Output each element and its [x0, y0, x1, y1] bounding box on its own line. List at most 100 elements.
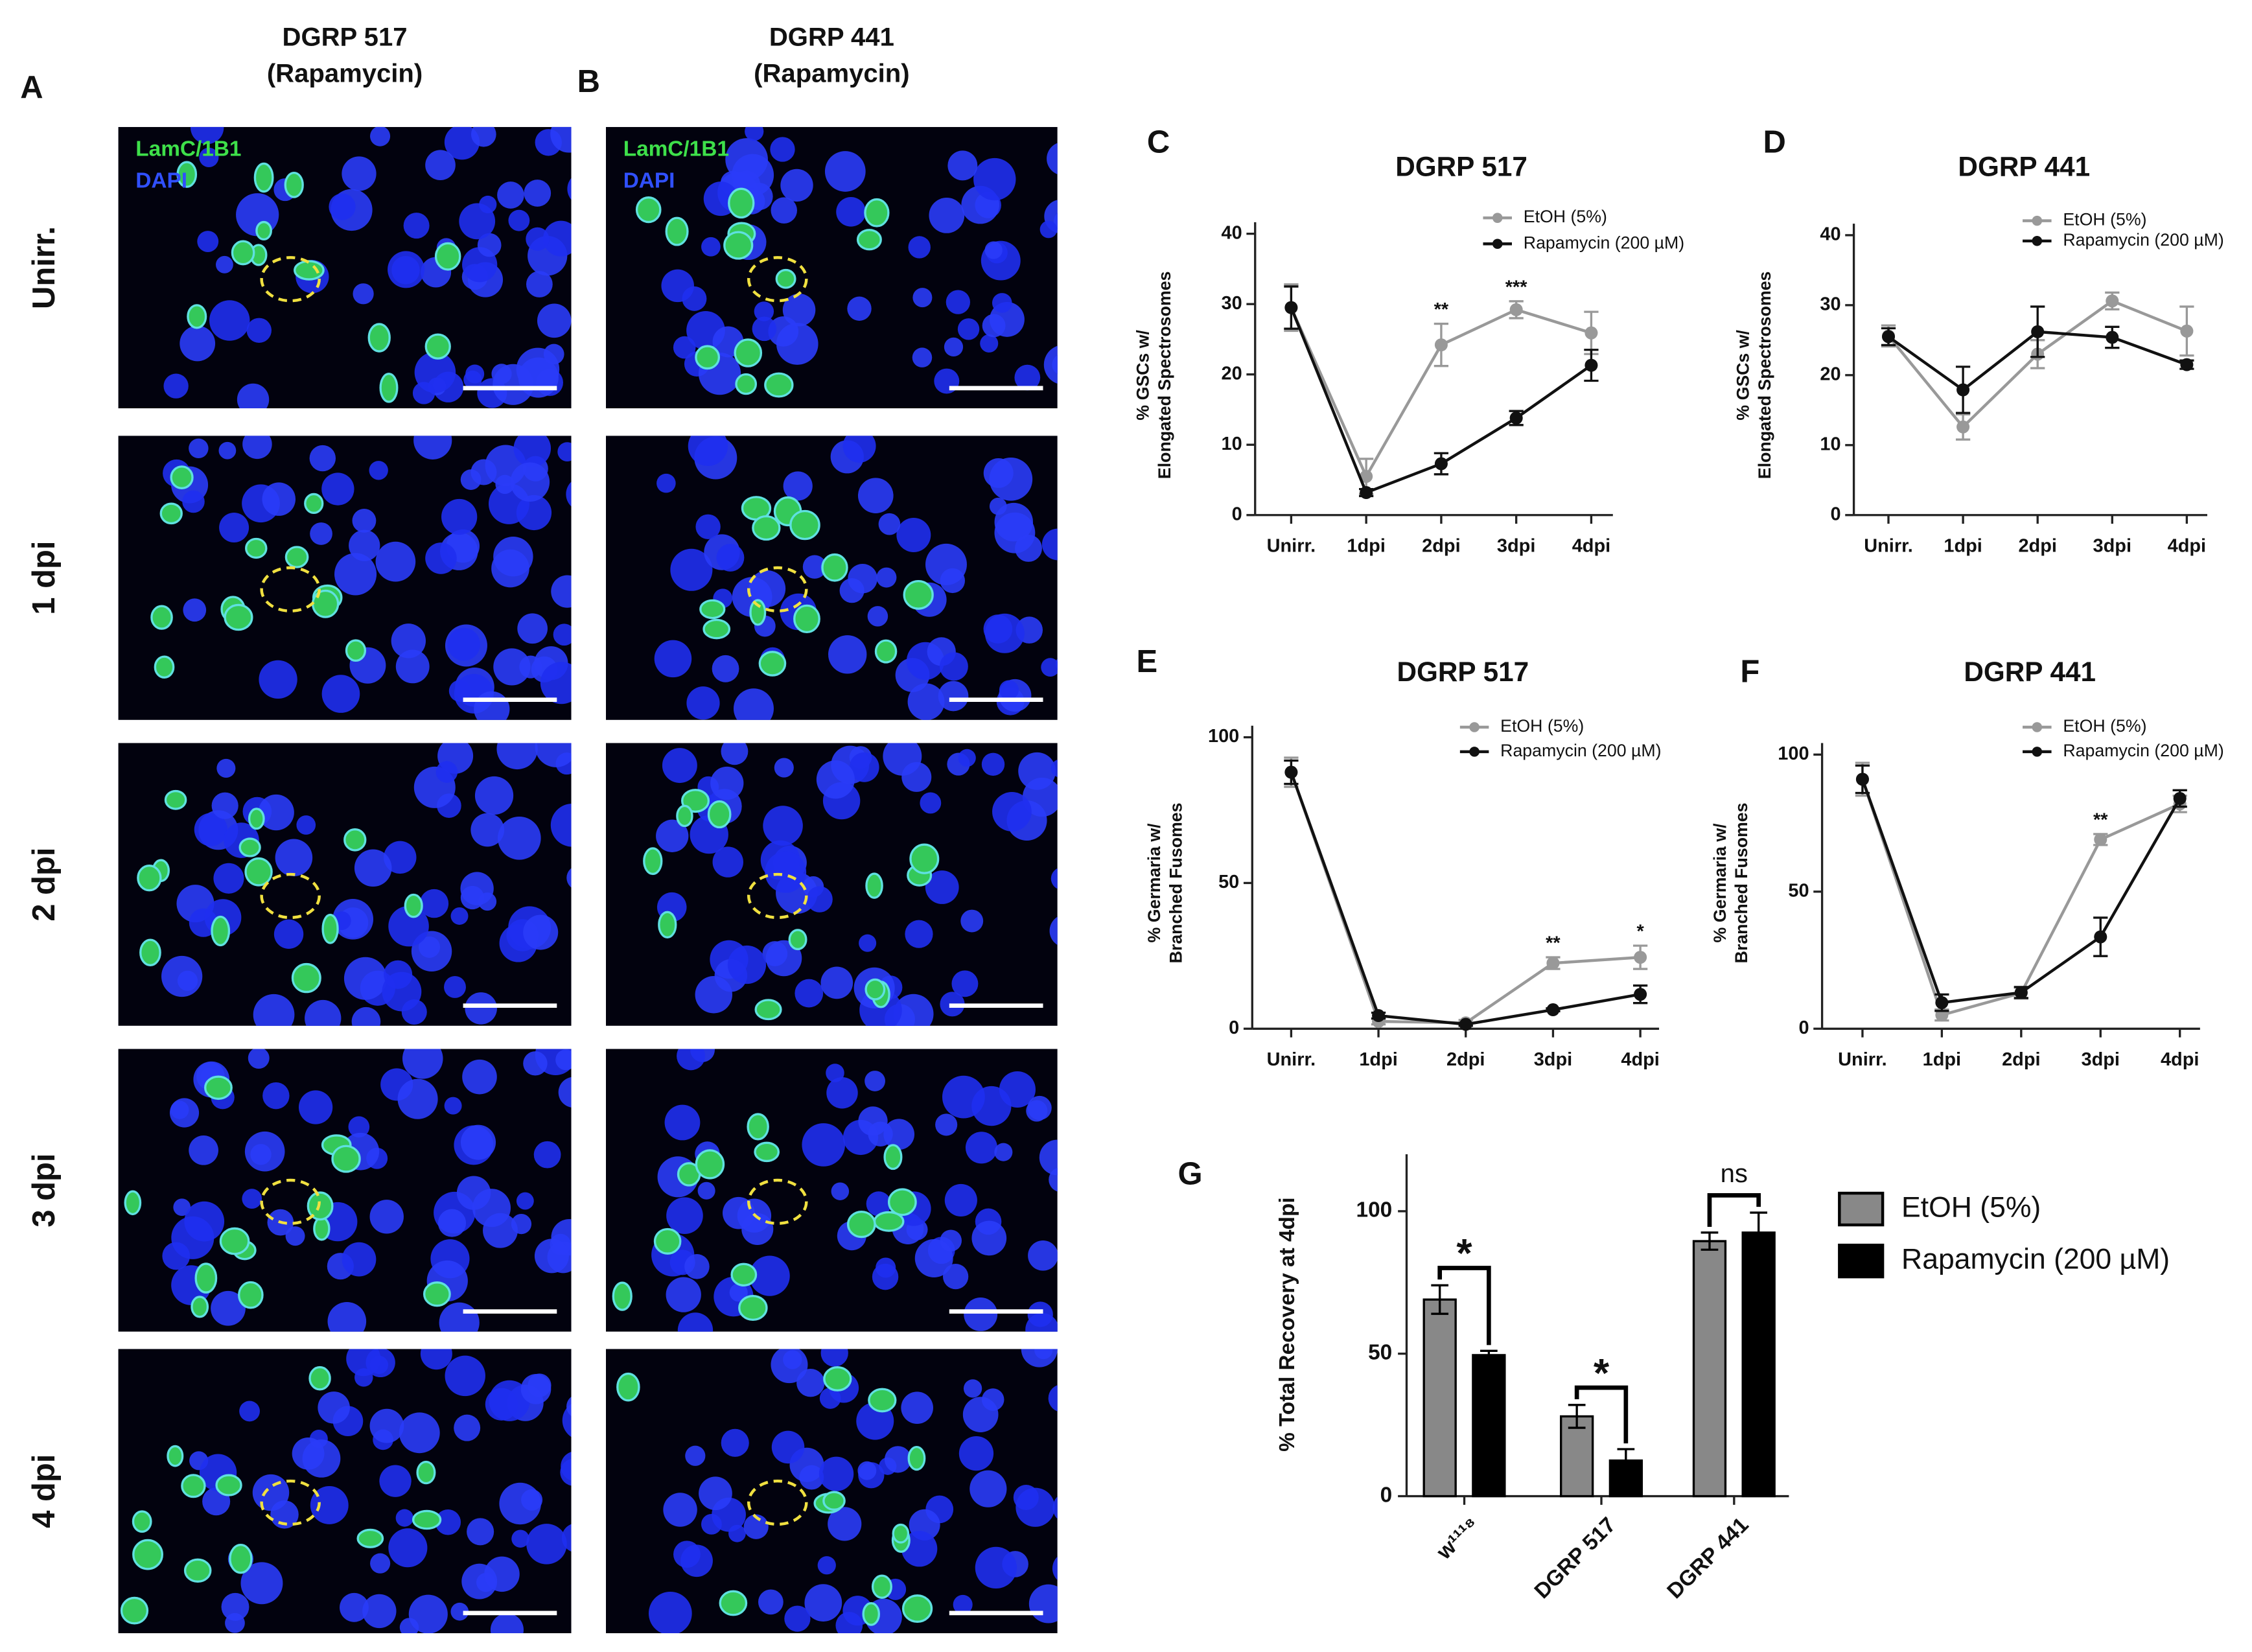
nucleus: [925, 870, 959, 904]
y-tick-label: 50: [1368, 1341, 1392, 1365]
nucleus: [558, 1077, 572, 1108]
nucleus: [533, 1141, 561, 1169]
nucleus: [213, 863, 244, 894]
nucleus: [866, 1191, 891, 1216]
nucleus: [784, 1605, 811, 1632]
stained-cell: [728, 187, 755, 219]
stained-cell: [183, 1558, 212, 1583]
nucleus: [491, 549, 529, 588]
nucleus: [820, 966, 853, 999]
stained-cell: [159, 502, 183, 525]
stained-cell: [176, 161, 198, 188]
nucleus: [519, 655, 542, 679]
y-tick-label: 50: [1788, 880, 1809, 901]
row-label: 2 dpi: [27, 848, 62, 922]
micrograph: [605, 743, 1058, 1026]
nucleus: [489, 1380, 530, 1421]
x-tick-label: 3dpi: [2093, 535, 2131, 556]
panel-letter: F: [1740, 655, 1759, 690]
nucleus: [754, 301, 774, 321]
nucleus: [981, 752, 1005, 776]
nucleus: [1021, 1349, 1058, 1367]
data-point: [2180, 358, 2194, 371]
nucleus: [523, 914, 559, 950]
nucleus: [771, 197, 797, 224]
nucleus: [975, 1546, 1017, 1589]
series-line: [1861, 778, 2181, 1005]
nucleus: [403, 213, 430, 239]
gsc-outline: [260, 872, 321, 920]
nucleus: [523, 1051, 548, 1076]
nucleus: [526, 227, 550, 251]
nucleus: [1051, 868, 1058, 889]
nucleus: [310, 1486, 349, 1524]
stained-cell: [747, 1113, 769, 1141]
stained-cell: [723, 231, 754, 260]
nucleus: [965, 1132, 998, 1164]
nucleus: [958, 749, 976, 767]
nucleus: [878, 513, 901, 535]
stained-cell: [907, 1445, 926, 1471]
nucleus: [957, 318, 980, 340]
nucleus: [727, 945, 767, 984]
data-point: [1509, 411, 1523, 425]
data-point: [2106, 294, 2119, 308]
nucleus: [770, 137, 795, 162]
nucleus: [354, 849, 392, 887]
nucleus: [242, 436, 272, 460]
nucleus: [496, 743, 538, 770]
stain-label: DAPI: [135, 169, 187, 192]
row-label: Unirr.: [27, 226, 62, 309]
x-tick-label: 3dpi: [2082, 1049, 2120, 1070]
nucleus: [666, 1197, 703, 1234]
data-point: [2014, 986, 2028, 999]
data-point: [1881, 330, 1896, 343]
stained-cell: [238, 1281, 264, 1309]
nucleus: [984, 241, 1003, 259]
nucleus: [946, 290, 970, 314]
stained-cell: [865, 872, 883, 899]
nucleus: [780, 169, 813, 202]
stained-cell: [873, 1211, 905, 1232]
nucleus: [242, 1189, 262, 1209]
stained-cell: [434, 242, 461, 271]
nucleus: [1049, 916, 1058, 946]
significance: **: [1434, 299, 1449, 320]
nucleus: [275, 839, 313, 877]
stained-cell: [749, 599, 767, 626]
data-point: [1284, 301, 1298, 314]
stained-cell: [883, 1144, 903, 1170]
data-point: [1935, 996, 1949, 1010]
nucleus: [456, 1176, 491, 1210]
x-tick-label: 2dpi: [1446, 1049, 1485, 1070]
nucleus: [183, 598, 207, 622]
stained-cell: [424, 333, 451, 360]
nucleus: [395, 649, 430, 684]
y-tick-label: 10: [1222, 434, 1242, 454]
nucleus: [1018, 752, 1056, 790]
nucleus: [818, 1456, 854, 1491]
stained-cell: [735, 373, 758, 395]
nucleus: [1043, 345, 1058, 384]
chart-title: DGRP 517: [1395, 152, 1527, 182]
nucleus: [929, 198, 965, 233]
nucleus: [305, 999, 342, 1026]
nucleus: [716, 544, 745, 572]
nucleus: [908, 236, 931, 259]
nucleus: [270, 1500, 299, 1529]
legend-label: Rapamycin (200 µM): [1524, 233, 1684, 252]
nucleus: [839, 578, 865, 603]
nucleus: [543, 220, 572, 257]
nucleus: [369, 461, 388, 480]
nucleus: [551, 575, 572, 608]
nucleus: [901, 1391, 933, 1424]
nucleus: [765, 851, 807, 893]
micrograph: [605, 126, 1058, 409]
nucleus: [560, 1459, 572, 1486]
y-tick-label: 0: [1830, 504, 1840, 524]
nucleus: [221, 1592, 250, 1621]
nucleus: [351, 1006, 381, 1026]
stained-cell: [345, 639, 367, 662]
nucleus: [806, 886, 833, 913]
y-axis-label: Elongated Spectrosomes: [1755, 272, 1774, 480]
